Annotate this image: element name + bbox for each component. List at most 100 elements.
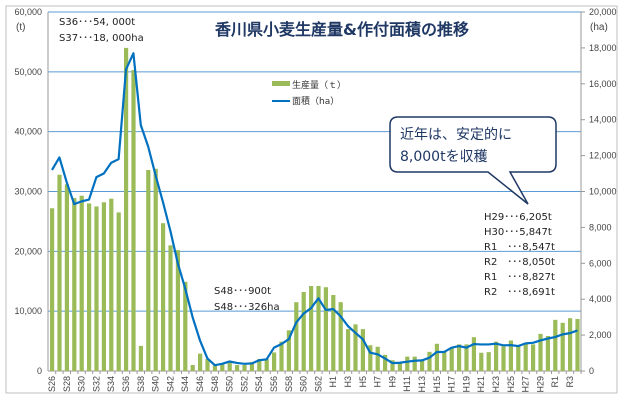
production-bar — [257, 359, 262, 371]
x-tick-label: H15 — [432, 376, 442, 393]
production-bar — [494, 341, 499, 371]
production-bar — [101, 202, 106, 371]
production-bar — [383, 354, 388, 371]
production-bar — [116, 212, 121, 371]
left-tick-label: 40,000 — [14, 127, 42, 137]
annotation-peak-production: S36･･･54, 000t — [59, 17, 135, 28]
x-tick-label: S26 — [47, 376, 57, 392]
left-axis-ticks: 0 10,000 20,000 30,000 40,000 50,000 60,000 — [14, 7, 42, 376]
x-tick-label: S62 — [313, 376, 323, 392]
production-bar — [560, 322, 565, 371]
production-bar — [397, 362, 402, 371]
x-tick-label: S52 — [239, 376, 249, 392]
legend-production: 生産量（ｔ） — [292, 79, 346, 91]
left-tick-label: 10,000 — [14, 306, 42, 316]
production-bar — [79, 195, 84, 371]
x-axis-ticks: S26 S28 S30 S32 S34 S36 S38 S40 S42 S44 S46 S48 S50 S… — [47, 371, 582, 393]
production-bar — [464, 344, 469, 371]
recent-values: H29･･･6,205t H30･･･5,847t R1 ･･･8,547t R… — [484, 212, 555, 298]
x-tick-label: S46 — [195, 376, 205, 392]
production-bar — [531, 344, 536, 371]
production-bar — [523, 343, 528, 371]
x-tick-label: H25 — [506, 376, 516, 393]
x-tick-label: H11 — [402, 376, 412, 392]
x-tick-label: S40 — [151, 376, 161, 392]
production-bar — [516, 346, 521, 371]
x-tick-label: R1 — [550, 376, 560, 388]
production-bar — [390, 360, 395, 371]
production-bar — [427, 351, 432, 371]
x-tick-label: S54 — [254, 376, 264, 392]
production-bar — [235, 365, 240, 371]
production-bar — [205, 359, 210, 371]
production-bar — [479, 352, 484, 371]
production-bar — [190, 365, 195, 371]
x-tick-label: S30 — [77, 376, 87, 392]
production-bar — [471, 337, 476, 371]
right-tick-label: 0 — [589, 366, 594, 376]
x-tick-label: H13 — [417, 376, 427, 393]
x-tick-label: H7 — [373, 376, 383, 388]
right-tick-label: 16,000 — [589, 79, 617, 89]
production-bar — [338, 302, 343, 371]
production-bar — [124, 47, 129, 372]
production-bar — [286, 330, 291, 371]
production-bar — [323, 287, 328, 371]
production-bar — [353, 324, 358, 371]
right-tick-label: 8,000 — [589, 222, 612, 232]
production-bar — [168, 245, 173, 371]
right-tick-label: 4,000 — [589, 294, 612, 304]
production-bar — [575, 318, 580, 371]
production-bar — [138, 345, 143, 371]
production-bar — [301, 292, 306, 371]
x-tick-label: S42 — [165, 376, 175, 392]
production-bar — [457, 344, 462, 371]
production-bar — [375, 346, 380, 371]
right-tick-label: 18,000 — [589, 43, 617, 53]
left-tick-label: 0 — [37, 366, 42, 376]
x-tick-label: S36 — [121, 376, 131, 392]
recent-value: R1 ･･･8,547t — [484, 242, 555, 253]
x-tick-label: S28 — [62, 376, 72, 392]
x-tick-label: S44 — [180, 376, 190, 392]
right-tick-label: 10,000 — [589, 187, 617, 197]
production-bars — [50, 47, 580, 372]
production-bar — [294, 302, 299, 371]
production-bar — [183, 281, 188, 371]
recent-value: R2 ･･･8,050t — [484, 257, 555, 268]
callout: 近年は、安定的に 8,000tを収穫 — [389, 116, 557, 205]
production-bar — [405, 356, 410, 371]
production-bar — [508, 340, 513, 371]
recent-value: H30･･･5,847t — [484, 227, 552, 238]
x-tick-label: H19 — [461, 376, 471, 393]
x-tick-label: H3 — [343, 376, 353, 388]
callout-line-1: 近年は、安定的に — [400, 127, 512, 143]
right-tick-label: 12,000 — [589, 151, 617, 161]
x-tick-label: H5 — [358, 376, 368, 388]
callout-line-2: 8,000tを収穫 — [400, 149, 488, 165]
callout-bubble — [389, 116, 557, 205]
left-tick-label: 60,000 — [14, 7, 42, 17]
annotation-low-area: S48･･･326ha — [214, 302, 280, 313]
production-bar — [346, 329, 351, 371]
annotation-low-production: S48･･･900t — [214, 286, 271, 297]
production-bar — [198, 353, 203, 371]
x-tick-label: H23 — [491, 376, 501, 393]
production-bar — [360, 329, 365, 371]
right-axis-ticks: 0 2,000 4,000 6,000 8,000 10,000 12,000 14,000 1… — [581, 7, 617, 376]
production-bar — [64, 184, 69, 371]
production-bar — [538, 333, 543, 371]
x-tick-label: S38 — [136, 376, 146, 392]
production-bar — [279, 341, 284, 371]
annotation-peak-area: S37･･･18, 000ha — [59, 33, 144, 44]
area-series-line — [51, 52, 578, 367]
production-bar — [227, 362, 232, 371]
production-bar — [131, 70, 136, 371]
production-bar — [249, 362, 254, 371]
recent-value: R2 ･･･8,691t — [484, 287, 555, 298]
production-bar — [109, 198, 114, 371]
production-bar — [412, 356, 417, 371]
production-bar — [212, 365, 217, 371]
chart-title: 香川県小麦生産量&作付面積の推移 — [214, 20, 469, 39]
legend-area: 面積（ha） — [292, 95, 339, 107]
